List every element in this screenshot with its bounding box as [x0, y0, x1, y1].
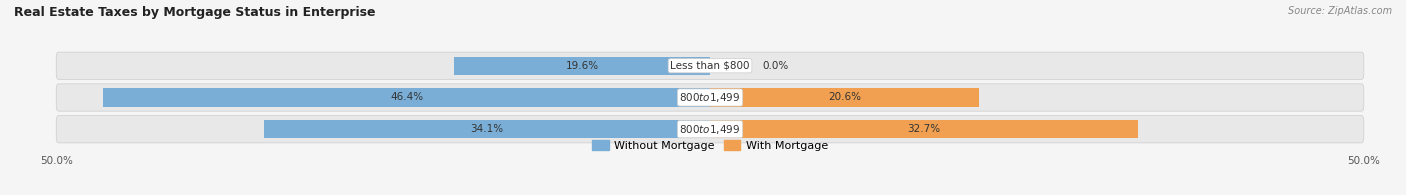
Text: 19.6%: 19.6%: [565, 61, 599, 71]
Bar: [710, 120, 1137, 138]
Text: 32.7%: 32.7%: [907, 124, 941, 134]
Text: Real Estate Taxes by Mortgage Status in Enterprise: Real Estate Taxes by Mortgage Status in …: [14, 6, 375, 19]
FancyBboxPatch shape: [56, 84, 1364, 111]
FancyBboxPatch shape: [56, 52, 1364, 79]
Bar: [103, 88, 710, 107]
FancyBboxPatch shape: [56, 116, 1364, 143]
Text: $800 to $1,499: $800 to $1,499: [679, 91, 741, 104]
Text: 34.1%: 34.1%: [471, 124, 503, 134]
Text: $800 to $1,499: $800 to $1,499: [679, 123, 741, 136]
Text: 46.4%: 46.4%: [389, 92, 423, 103]
Bar: [264, 120, 710, 138]
Bar: [710, 88, 980, 107]
Text: Less than $800: Less than $800: [671, 61, 749, 71]
Legend: Without Mortgage, With Mortgage: Without Mortgage, With Mortgage: [588, 136, 832, 155]
Text: 20.6%: 20.6%: [828, 92, 862, 103]
Bar: [454, 57, 710, 75]
Text: Source: ZipAtlas.com: Source: ZipAtlas.com: [1288, 6, 1392, 16]
Text: 0.0%: 0.0%: [762, 61, 789, 71]
